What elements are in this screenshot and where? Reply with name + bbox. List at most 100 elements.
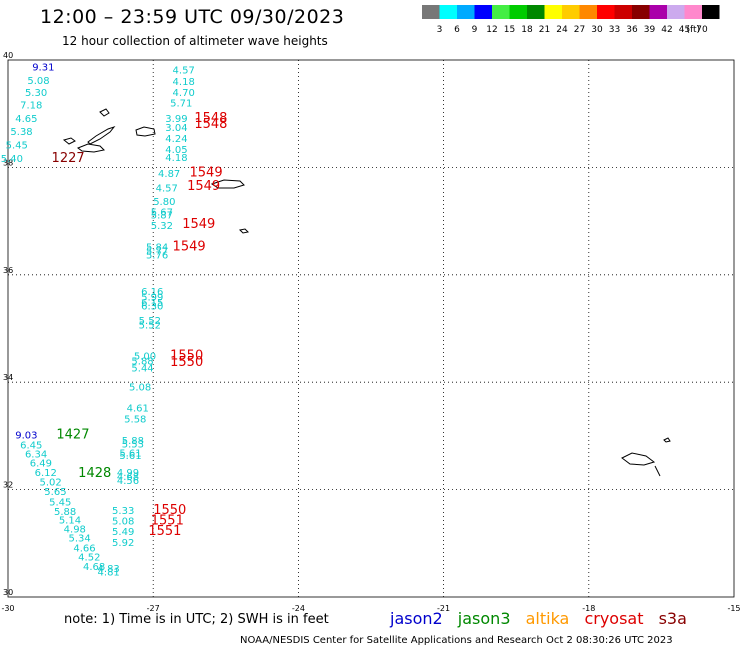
wave-height-label: 4.68 xyxy=(83,562,105,573)
legend-label: 36 xyxy=(626,25,638,35)
legend-swatch xyxy=(509,5,527,19)
wave-height-label: 5.40 xyxy=(1,154,23,165)
pass-time-label: 1549 xyxy=(173,240,206,255)
legend-swatch xyxy=(614,5,632,19)
legend-label: 21 xyxy=(539,25,550,35)
wave-height-label: 6.16 xyxy=(141,287,163,298)
wave-height-label: 4.05 xyxy=(165,145,187,156)
latitude-tick-label: 34 xyxy=(3,373,13,382)
legend-label: 3 xyxy=(437,25,443,35)
wave-height-label: 5.14 xyxy=(59,515,81,526)
wave-height-label: 4.98 xyxy=(64,525,86,536)
wave-height-label: 5.88 xyxy=(54,507,76,518)
wave-height-label: 5.00 xyxy=(134,352,156,363)
wave-height-label: 5.88 xyxy=(131,356,153,367)
pass-time-label: 1548 xyxy=(194,117,227,132)
wave-height-label: 3.99 xyxy=(165,114,187,125)
longitude-tick-label: -18 xyxy=(582,604,595,613)
wave-height-label: 4.99 xyxy=(117,468,139,479)
mission-s3a: s3a xyxy=(658,609,687,628)
longitude-tick-label: -30 xyxy=(1,604,14,613)
pass-time-label: 1549 xyxy=(187,179,220,194)
wave-height-label: 5.53 xyxy=(122,440,144,451)
legend-label: 27 xyxy=(574,25,585,35)
map-title: 12:00 – 23:59 UTC 09/30/2023 xyxy=(40,6,345,28)
latitude-tick-label: 40 xyxy=(3,51,13,60)
legend-swatch xyxy=(457,5,475,19)
wave-height-label: 9.31 xyxy=(32,63,54,74)
longitude-tick-label: -24 xyxy=(292,604,305,613)
wave-height-label: 4.57 xyxy=(156,184,178,195)
wave-height-label: 5.32 xyxy=(151,221,173,232)
legend-label: 30 xyxy=(591,25,603,35)
island-outline xyxy=(62,137,76,145)
wave-height-label: 6.15 xyxy=(141,298,163,309)
pass-time-label: 1227 xyxy=(52,151,85,166)
pass-time-label: 1549 xyxy=(182,217,215,232)
island-outline xyxy=(663,437,671,443)
wave-height-label: 5.77 xyxy=(146,246,168,257)
legend-label: 39 xyxy=(644,25,656,35)
wave-height-label: 6.49 xyxy=(30,459,52,470)
wave-height-label: 5.38 xyxy=(10,127,32,138)
island-outline xyxy=(99,108,110,117)
footer-note: note: 1) Time is in UTC; 2) SWH is in fe… xyxy=(64,612,329,627)
wave-height-label: 5.34 xyxy=(69,534,91,545)
legend-swatch xyxy=(562,5,580,19)
longitude-tick-label: -21 xyxy=(437,604,450,613)
wave-height-label: 4.65 xyxy=(15,114,37,125)
pass-time-label: 1548 xyxy=(194,111,227,126)
wave-height-label: 9.03 xyxy=(15,431,37,442)
legend-label: 9 xyxy=(472,25,478,35)
wave-height-label: 4.68 xyxy=(117,472,139,483)
credit-line: NOAA/NESDIS Center for Satellite Applica… xyxy=(240,635,673,646)
wave-height-label: 3.04 xyxy=(165,123,187,134)
pass-time-label: 1550 xyxy=(170,349,203,364)
wave-height-label: 5.67 xyxy=(151,208,173,219)
wave-height-label: 4.61 xyxy=(127,404,149,415)
legend-label: 18 xyxy=(521,25,533,35)
mission-legend: jason2 jason3 altika cryosat s3a xyxy=(390,609,697,628)
legend-swatch xyxy=(474,5,492,19)
island-outline xyxy=(238,228,250,234)
legend-swatch xyxy=(544,5,562,19)
wave-height-label: 5.08 xyxy=(112,517,134,528)
legend-swatch xyxy=(702,5,720,19)
latitude-tick-label: 32 xyxy=(3,481,13,490)
legend-swatch xyxy=(632,5,650,19)
mission-cryosat: cryosat xyxy=(584,609,644,628)
wave-height-label: 5.02 xyxy=(39,477,61,488)
latitude-tick-label: 36 xyxy=(3,266,13,275)
wave-height-label: 6.45 xyxy=(20,440,42,451)
wave-height-label: 5.52 xyxy=(139,316,161,327)
pass-time-label: 1551 xyxy=(148,524,181,539)
legend-label: 24 xyxy=(556,25,568,35)
legend-label: 12 xyxy=(486,25,497,35)
map-subtitle: 12 hour collection of altimeter wave hei… xyxy=(62,34,328,48)
legend-label: 15 xyxy=(504,25,515,35)
wave-height-label: 4.18 xyxy=(173,77,195,88)
latitude-tick-label: 38 xyxy=(3,158,13,167)
legend-swatch xyxy=(527,5,545,19)
wave-height-label: 5.44 xyxy=(131,363,153,374)
mission-altika: altika xyxy=(525,609,570,628)
wave-height-label: 5.88 xyxy=(122,436,144,447)
wave-height-label: 7.18 xyxy=(20,100,42,111)
wave-height-label: 5.61 xyxy=(119,448,141,459)
wave-height-label: 5.58 xyxy=(124,414,146,425)
pass-time-label: 1428 xyxy=(78,466,111,481)
legend-swatch xyxy=(492,5,510,19)
wave-height-label: 5.80 xyxy=(153,197,175,208)
wave-height-label: 6.30 xyxy=(141,302,163,313)
wave-height-label: 4.56 xyxy=(117,476,139,487)
wave-height-label: 5.84 xyxy=(146,243,168,254)
legend-label: 45 xyxy=(679,25,690,35)
wave-height-label: 5.08 xyxy=(27,76,49,87)
island-outline xyxy=(210,179,245,189)
wave-height-label: 4.83 xyxy=(98,564,120,575)
wave-height-label: 5.61 xyxy=(119,451,141,462)
wave-height-label: 5.92 xyxy=(112,538,134,549)
wave-height-label: 4.81 xyxy=(98,568,120,579)
wave-height-label: 4.70 xyxy=(173,88,195,99)
legend-swatch xyxy=(579,5,597,19)
